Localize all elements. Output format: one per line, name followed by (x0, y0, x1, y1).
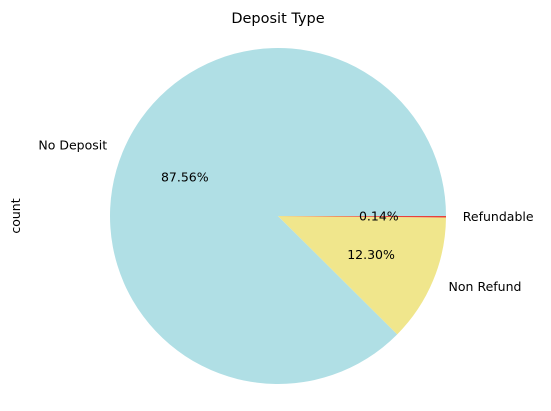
slice-label-no-deposit: No Deposit (38, 138, 107, 153)
slice-label-refundable: Refundable (463, 209, 534, 224)
slice-pct-refundable: 0.14% (359, 208, 399, 223)
pie-slices (109, 47, 446, 384)
pie-slice-refundable (278, 216, 446, 218)
pie-slice-no-deposit (109, 47, 446, 384)
y-axis-label: count (8, 198, 23, 233)
chart-title: Deposit Type (231, 11, 324, 27)
slice-pct-non-refund: 12.30% (347, 247, 395, 262)
slice-pct-no-deposit: 87.56% (161, 170, 209, 185)
slice-label-non-refund: Non Refund (449, 279, 522, 294)
pie-labels: No Deposit 87.56% Non Refund 12.30% Refundab… (38, 138, 533, 295)
pie-slice-non-refund (278, 216, 446, 335)
